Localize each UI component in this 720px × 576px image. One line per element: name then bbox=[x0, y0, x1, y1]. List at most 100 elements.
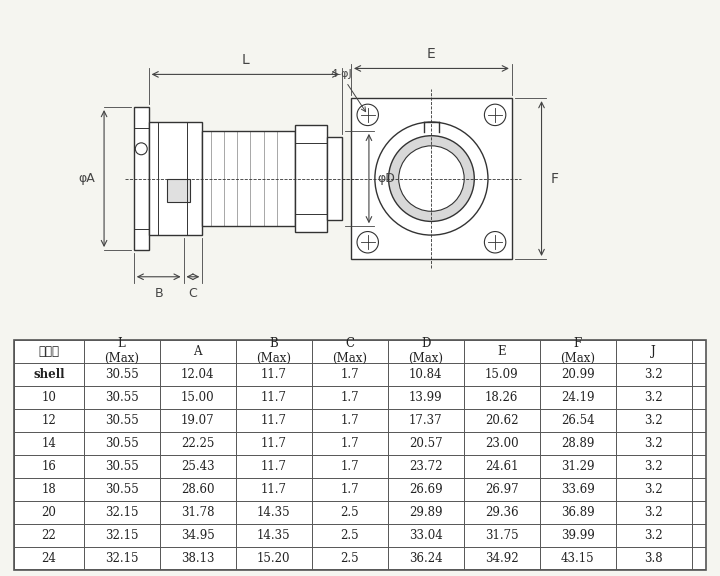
Circle shape bbox=[399, 146, 464, 211]
Text: 3.8: 3.8 bbox=[644, 552, 663, 565]
Text: 12.04: 12.04 bbox=[181, 368, 215, 381]
Circle shape bbox=[135, 143, 147, 155]
Bar bbox=[294, 125, 328, 232]
Bar bbox=[202, 131, 294, 226]
Text: 3.2: 3.2 bbox=[644, 368, 663, 381]
Text: 3.2: 3.2 bbox=[644, 483, 663, 496]
Text: 3.2: 3.2 bbox=[644, 460, 663, 473]
Text: 25.43: 25.43 bbox=[181, 460, 215, 473]
Text: C
(Max): C (Max) bbox=[332, 338, 367, 365]
Text: 4-φJ: 4-φJ bbox=[330, 69, 366, 112]
Text: 30.55: 30.55 bbox=[104, 368, 138, 381]
Text: 26.69: 26.69 bbox=[409, 483, 443, 496]
Text: 14: 14 bbox=[42, 437, 56, 450]
Text: C: C bbox=[189, 287, 197, 301]
Text: 3.2: 3.2 bbox=[644, 437, 663, 450]
Text: 壳体号: 壳体号 bbox=[38, 345, 60, 358]
Text: 26.54: 26.54 bbox=[561, 414, 595, 427]
Text: 38.13: 38.13 bbox=[181, 552, 215, 565]
Text: 33.04: 33.04 bbox=[409, 529, 443, 542]
Text: 2.5: 2.5 bbox=[341, 552, 359, 565]
Text: 11.7: 11.7 bbox=[261, 391, 287, 404]
Text: 15.09: 15.09 bbox=[485, 368, 518, 381]
Text: 24.19: 24.19 bbox=[561, 391, 595, 404]
Text: 20.99: 20.99 bbox=[561, 368, 595, 381]
Circle shape bbox=[389, 136, 474, 221]
Text: A: A bbox=[193, 345, 202, 358]
Text: E: E bbox=[498, 345, 506, 358]
Text: 30.55: 30.55 bbox=[104, 391, 138, 404]
Text: 11.7: 11.7 bbox=[261, 414, 287, 427]
Text: 18: 18 bbox=[42, 483, 56, 496]
Text: 3.2: 3.2 bbox=[644, 529, 663, 542]
Text: 3.2: 3.2 bbox=[644, 414, 663, 427]
Text: L: L bbox=[241, 53, 249, 67]
Text: 26.97: 26.97 bbox=[485, 483, 518, 496]
Text: 22.25: 22.25 bbox=[181, 437, 215, 450]
Text: 36.24: 36.24 bbox=[409, 552, 443, 565]
Bar bbox=[149, 122, 202, 235]
Text: 2.5: 2.5 bbox=[341, 506, 359, 519]
Text: F
(Max): F (Max) bbox=[560, 338, 595, 365]
Text: F: F bbox=[551, 172, 559, 185]
Text: 3.2: 3.2 bbox=[644, 391, 663, 404]
Circle shape bbox=[485, 232, 506, 253]
Text: 20: 20 bbox=[42, 506, 56, 519]
Text: 19.07: 19.07 bbox=[181, 414, 215, 427]
Text: 11.7: 11.7 bbox=[261, 368, 287, 381]
Text: J: J bbox=[652, 345, 656, 358]
Text: 24: 24 bbox=[42, 552, 56, 565]
Text: 29.36: 29.36 bbox=[485, 506, 518, 519]
Text: 30.55: 30.55 bbox=[104, 437, 138, 450]
Text: 3.2: 3.2 bbox=[644, 506, 663, 519]
Text: 30.55: 30.55 bbox=[104, 414, 138, 427]
Text: 36.89: 36.89 bbox=[561, 506, 595, 519]
Text: 18.26: 18.26 bbox=[485, 391, 518, 404]
Text: 14.35: 14.35 bbox=[257, 506, 290, 519]
Bar bbox=[134, 107, 149, 250]
Text: 20.57: 20.57 bbox=[409, 437, 443, 450]
Text: 13.99: 13.99 bbox=[409, 391, 443, 404]
Text: 2.5: 2.5 bbox=[341, 529, 359, 542]
Text: 32.15: 32.15 bbox=[105, 552, 138, 565]
Text: B: B bbox=[154, 287, 163, 301]
Bar bbox=[328, 137, 342, 220]
Circle shape bbox=[357, 104, 379, 126]
Text: D
(Max): D (Max) bbox=[408, 338, 444, 365]
Text: 1.7: 1.7 bbox=[341, 437, 359, 450]
Circle shape bbox=[485, 104, 506, 126]
Text: 43.15: 43.15 bbox=[561, 552, 595, 565]
Text: 11.7: 11.7 bbox=[261, 437, 287, 450]
Text: 23.72: 23.72 bbox=[409, 460, 442, 473]
Text: 11.7: 11.7 bbox=[261, 483, 287, 496]
Text: φA: φA bbox=[78, 172, 95, 185]
Text: 31.78: 31.78 bbox=[181, 506, 215, 519]
Text: 29.89: 29.89 bbox=[409, 506, 442, 519]
Text: 34.92: 34.92 bbox=[485, 552, 518, 565]
Text: 1.7: 1.7 bbox=[341, 414, 359, 427]
Text: 22: 22 bbox=[42, 529, 56, 542]
Text: 32.15: 32.15 bbox=[105, 529, 138, 542]
Text: 32.15: 32.15 bbox=[105, 506, 138, 519]
Text: 11.7: 11.7 bbox=[261, 460, 287, 473]
Text: φD: φD bbox=[378, 172, 396, 185]
Text: 33.69: 33.69 bbox=[561, 483, 595, 496]
Text: L
(Max): L (Max) bbox=[104, 338, 139, 365]
Text: 17.37: 17.37 bbox=[409, 414, 443, 427]
Text: 14.35: 14.35 bbox=[257, 529, 290, 542]
Text: E: E bbox=[427, 47, 436, 60]
Text: 1.7: 1.7 bbox=[341, 483, 359, 496]
Text: 31.75: 31.75 bbox=[485, 529, 518, 542]
Text: 34.95: 34.95 bbox=[181, 529, 215, 542]
Text: 31.29: 31.29 bbox=[561, 460, 595, 473]
Bar bbox=[351, 98, 512, 259]
Text: 10.84: 10.84 bbox=[409, 368, 442, 381]
Text: 1.7: 1.7 bbox=[341, 460, 359, 473]
Text: 39.99: 39.99 bbox=[561, 529, 595, 542]
Text: 1.7: 1.7 bbox=[341, 368, 359, 381]
Circle shape bbox=[375, 122, 488, 235]
Text: 12: 12 bbox=[42, 414, 56, 427]
Text: 15.20: 15.20 bbox=[257, 552, 290, 565]
Circle shape bbox=[357, 232, 379, 253]
Bar bbox=[166, 179, 190, 202]
